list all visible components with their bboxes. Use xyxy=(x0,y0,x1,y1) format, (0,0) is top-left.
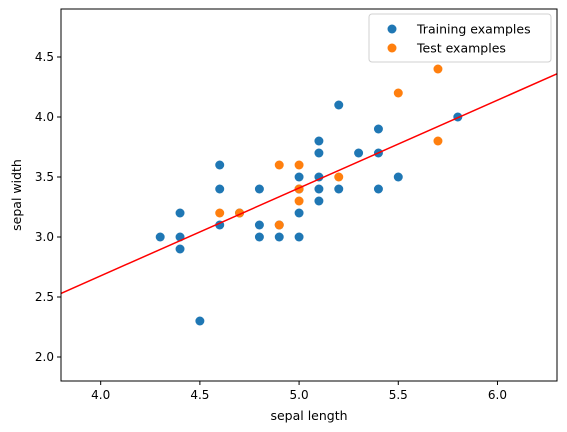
y-axis-label: sepal width xyxy=(9,159,24,231)
training-point xyxy=(254,184,264,194)
x-tick-label: 4.0 xyxy=(91,388,110,402)
training-point xyxy=(373,184,383,194)
training-point xyxy=(373,124,383,134)
y-tick-label: 4.5 xyxy=(35,50,54,64)
training-point xyxy=(215,160,225,170)
training-point xyxy=(274,232,284,242)
training-point xyxy=(334,184,344,194)
training-point xyxy=(155,232,165,242)
legend-box xyxy=(368,13,552,63)
legend-label-training: Training examples xyxy=(416,22,531,37)
y-tick-label: 3.5 xyxy=(35,170,54,184)
training-point xyxy=(175,244,185,254)
x-tick-label: 5.0 xyxy=(290,388,309,402)
training-point xyxy=(314,136,324,146)
training-point xyxy=(354,148,364,158)
x-tick-label: 6.0 xyxy=(488,388,507,402)
plot-area xyxy=(61,9,557,381)
training-point xyxy=(314,184,324,194)
training-point xyxy=(334,100,344,110)
training-point xyxy=(215,184,225,194)
training-point xyxy=(294,172,304,182)
training-point xyxy=(294,208,304,218)
y-tick-label: 3.0 xyxy=(35,230,54,244)
training-point xyxy=(314,172,324,182)
training-point xyxy=(393,172,403,182)
regression-line xyxy=(61,73,557,295)
points-layer xyxy=(155,64,463,326)
x-axis: 4.0 4.5 5.0 5.5 6.0 xyxy=(91,381,507,402)
test-point xyxy=(334,172,344,182)
legend: Training examples Test examples xyxy=(368,13,552,63)
test-point xyxy=(274,160,284,170)
training-point xyxy=(314,148,324,158)
test-point xyxy=(433,136,443,146)
y-axis: 2.0 2.5 3.0 3.5 4.0 4.5 xyxy=(35,50,61,364)
test-point xyxy=(433,64,443,74)
test-point xyxy=(274,220,284,230)
training-point xyxy=(175,208,185,218)
training-point xyxy=(254,232,264,242)
training-point xyxy=(294,232,304,242)
test-point xyxy=(294,196,304,206)
training-point xyxy=(254,220,264,230)
plot-frame xyxy=(60,8,558,382)
x-axis-label: sepal length xyxy=(270,408,347,423)
x-tick-label: 4.5 xyxy=(190,388,209,402)
y-tick-label: 2.5 xyxy=(35,290,54,304)
legend-label-test: Test examples xyxy=(416,41,506,56)
y-tick-label: 2.0 xyxy=(35,350,54,364)
y-tick-label: 4.0 xyxy=(35,110,54,124)
test-point xyxy=(294,160,304,170)
legend-marker-training xyxy=(387,24,397,34)
training-point xyxy=(195,316,205,326)
training-point xyxy=(314,196,324,206)
fit-line-layer xyxy=(61,73,557,295)
x-tick-label: 5.5 xyxy=(389,388,408,402)
test-point xyxy=(393,88,403,98)
legend-marker-test xyxy=(387,43,397,53)
test-point xyxy=(215,208,225,218)
